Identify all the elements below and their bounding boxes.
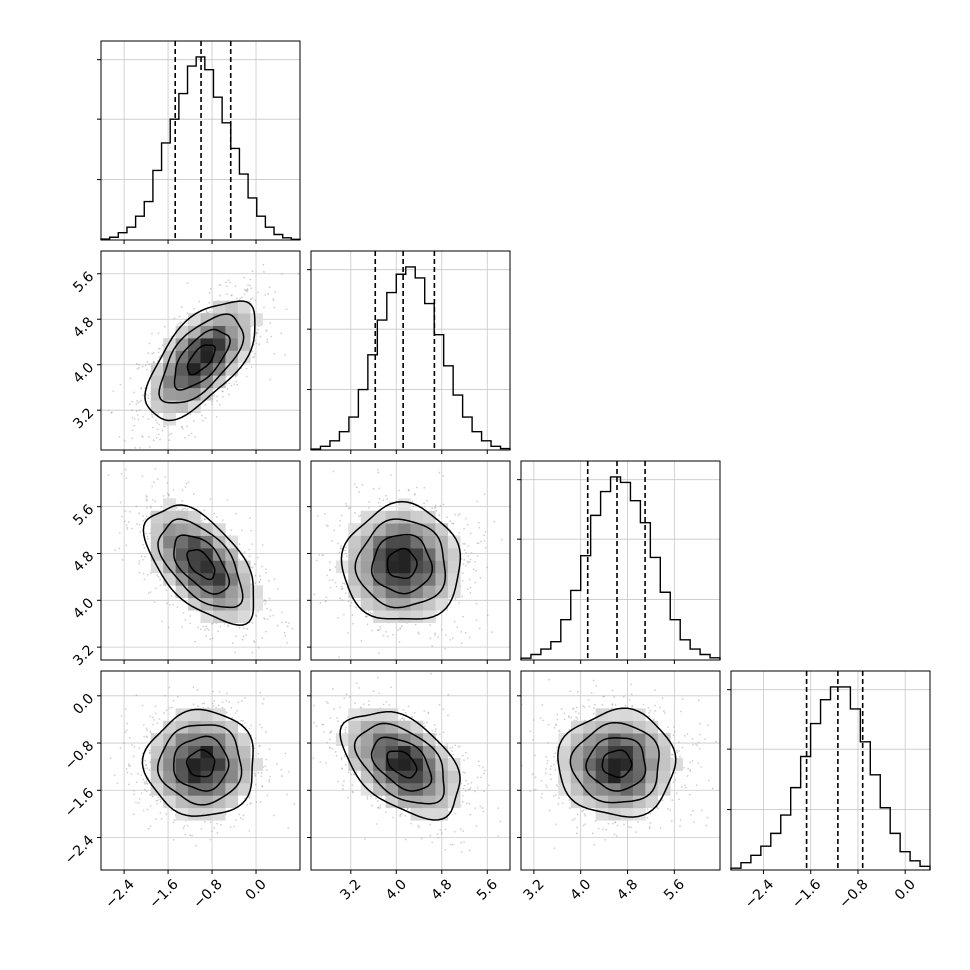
scatter-panel-2-1	[307, 460, 511, 664]
x-tick-label-1-2: 4.8	[428, 876, 455, 903]
contour-2-0-3	[142, 504, 255, 626]
contour-2-0-1	[173, 534, 231, 595]
histogram-step-0	[100, 56, 301, 240]
contour-3-0-3	[141, 708, 254, 817]
y-tick-label-2-2: 4.8	[70, 548, 97, 575]
scatter-panel-3-2	[517, 670, 721, 874]
hist-panel-2	[517, 460, 721, 664]
x-tick-label-3-1: −1.6	[789, 876, 824, 911]
contour-1-0-1	[173, 328, 231, 391]
y-tick-label-3-3: 0.0	[70, 691, 97, 718]
y-tick-label-1-2: 4.8	[70, 314, 97, 341]
hist-panel-0	[97, 40, 301, 244]
x-tick-label-0-0: −2.4	[102, 876, 137, 911]
y-tick-label-1-0: 3.2	[70, 405, 97, 432]
x-tick-label-1-0: 3.2	[337, 876, 364, 903]
y-tick-label-3-1: −1.6	[62, 785, 97, 820]
contour-3-0-0	[185, 749, 216, 778]
x-tick-label-1-1: 4.0	[383, 876, 410, 903]
contour-2-1-1	[370, 533, 434, 595]
contour-1-0-0	[186, 344, 216, 376]
x-tick-label-2-0: 3.2	[521, 876, 548, 903]
y-tick-label-3-2: −0.8	[62, 738, 97, 773]
x-tick-label-3-2: −0.8	[836, 876, 871, 911]
contour-3-1-0	[386, 750, 418, 779]
contour-3-2-2	[569, 721, 660, 804]
contour-2-0-2	[157, 518, 244, 609]
x-tick-label-2-1: 4.0	[567, 876, 594, 903]
y-tick-label-1-1: 4.0	[70, 360, 97, 387]
hist-panel-3	[727, 670, 931, 874]
x-tick-label-3-3: 0.0	[892, 876, 919, 903]
scatter-panel-3-1	[307, 670, 511, 874]
scatter-panel-3-0	[97, 670, 301, 874]
y-tick-label-2-3: 5.6	[70, 502, 97, 529]
x-tick-label-0-2: −0.8	[190, 876, 225, 911]
histogram-step-2	[520, 476, 721, 660]
contour-2-1-0	[386, 547, 418, 580]
y-tick-label-1-3: 5.6	[70, 269, 97, 296]
contour-3-2-1	[585, 737, 647, 792]
x-tick-label-3-0: −2.4	[742, 876, 777, 911]
y-tick-label-3-0: −2.4	[62, 832, 97, 867]
contour-1-0-3	[144, 300, 256, 422]
x-tick-label-2-3: 5.6	[661, 876, 688, 903]
x-tick-label-0-3: 0.0	[243, 876, 270, 903]
contour-3-0-2	[156, 724, 243, 806]
contour-3-2-0	[601, 749, 633, 779]
contour-3-1-2	[353, 722, 445, 805]
histogram-step-1	[310, 266, 511, 450]
contour-2-1-2	[354, 518, 447, 609]
x-tick-label-1-3: 5.6	[474, 876, 501, 903]
contour-3-2-3	[557, 707, 677, 818]
contour-1-0-2	[158, 313, 245, 404]
contour-3-0-1	[173, 735, 230, 792]
scatter-panel-2-0	[97, 460, 301, 664]
contour-3-1-3	[339, 710, 461, 821]
hist-panel-1	[307, 250, 511, 454]
x-tick-label-0-1: −1.6	[146, 876, 181, 911]
y-tick-label-2-1: 4.0	[70, 595, 97, 622]
contour-3-1-1	[370, 736, 433, 792]
histogram-step-3	[730, 686, 931, 870]
y-tick-label-2-0: 3.2	[70, 642, 97, 669]
contour-2-1-3	[340, 500, 462, 620]
scatter-panel-1-0	[97, 250, 301, 454]
x-tick-label-2-2: 4.8	[614, 876, 641, 903]
contour-2-0-0	[186, 549, 216, 581]
